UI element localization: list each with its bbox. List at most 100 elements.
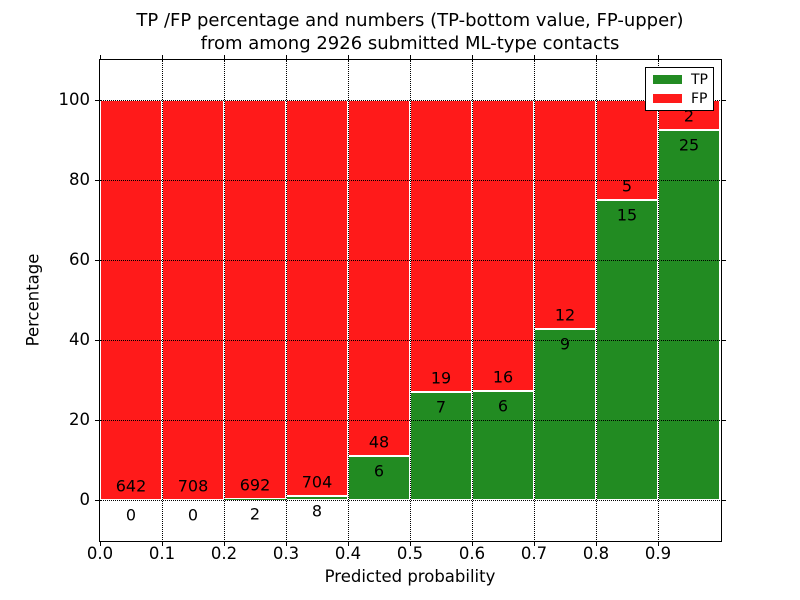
fp-count-label: 642 bbox=[115, 476, 147, 496]
bar-tp-segment bbox=[658, 129, 720, 500]
x-tick-mark bbox=[409, 54, 411, 59]
x-tick-mark bbox=[347, 541, 349, 546]
bar-tp-segment bbox=[596, 200, 658, 500]
y-tick-mark bbox=[721, 419, 726, 421]
x-tick-mark bbox=[223, 541, 225, 546]
y-tick-mark bbox=[721, 99, 726, 101]
bar-tp-segment bbox=[534, 328, 596, 500]
x-tick-mark bbox=[99, 541, 101, 546]
bar-fp-segment bbox=[100, 100, 162, 500]
fp-count-label: 48 bbox=[368, 432, 390, 452]
tp-count-label: 9 bbox=[559, 334, 571, 354]
x-tick-mark bbox=[471, 54, 473, 59]
y-tick-label: 80 bbox=[69, 170, 90, 189]
x-tick-label: 0.9 bbox=[644, 544, 672, 563]
bar-fp-segment bbox=[162, 100, 224, 500]
fp-count-label: 692 bbox=[239, 475, 271, 495]
x-axis-label: Predicted probability bbox=[324, 567, 496, 586]
y-tick-mark bbox=[94, 259, 99, 261]
legend-item-tp: TP bbox=[653, 71, 708, 88]
fp-count-label: 704 bbox=[301, 472, 333, 491]
y-tick-mark bbox=[721, 259, 726, 261]
y-tick-label: 40 bbox=[69, 330, 90, 349]
bar-fp-segment bbox=[596, 100, 658, 200]
horizontal-gridline bbox=[100, 339, 720, 341]
bar-tp-segment bbox=[224, 498, 286, 500]
x-tick-mark bbox=[161, 54, 163, 59]
y-tick-mark bbox=[721, 179, 726, 181]
y-tick-label: 0 bbox=[79, 490, 91, 509]
vertical-gridline bbox=[471, 60, 473, 540]
x-tick-mark bbox=[161, 541, 163, 546]
fp-count-label: 2 bbox=[683, 106, 695, 126]
x-tick-mark bbox=[285, 541, 287, 546]
y-tick-mark bbox=[94, 179, 99, 181]
x-tick-mark bbox=[657, 54, 659, 59]
fp-count-label: 12 bbox=[554, 305, 576, 325]
bar-tp-segment bbox=[348, 455, 410, 500]
bar-fp-segment bbox=[348, 100, 410, 456]
legend-swatch-fp bbox=[653, 94, 682, 103]
tp-count-label: 7 bbox=[435, 397, 447, 417]
x-tick-mark bbox=[409, 541, 411, 546]
chart-title-line2: from among 2926 submitted ML-type contac… bbox=[200, 33, 620, 54]
bar-fp-segment bbox=[224, 100, 286, 499]
x-tick-label: 0.7 bbox=[520, 544, 548, 563]
y-tick-label: 20 bbox=[69, 410, 90, 429]
bar-fp-segment bbox=[286, 100, 348, 496]
tp-count-label: 6 bbox=[373, 461, 385, 481]
x-tick-label: 0.5 bbox=[396, 544, 424, 563]
y-tick-label: 60 bbox=[69, 250, 90, 269]
legend-label: TP bbox=[691, 71, 708, 88]
chart-title: TP /FP percentage and numbers (TP-bottom… bbox=[100, 9, 720, 55]
vertical-gridline bbox=[223, 60, 225, 540]
chart-title-line1: TP /FP percentage and numbers (TP-bottom… bbox=[136, 10, 684, 31]
y-tick-mark bbox=[94, 419, 99, 421]
y-tick-mark bbox=[94, 339, 99, 341]
tp-count-label: 25 bbox=[678, 135, 700, 155]
fp-count-label: 708 bbox=[177, 476, 209, 496]
x-tick-label: 0.6 bbox=[458, 544, 486, 563]
legend-swatch-tp bbox=[653, 75, 682, 84]
x-tick-mark bbox=[657, 541, 659, 546]
tp-count-label: 6 bbox=[497, 396, 509, 416]
legend: TP FP bbox=[645, 67, 714, 111]
tp-count-label: 2 bbox=[249, 504, 261, 524]
y-tick-label: 100 bbox=[58, 90, 91, 109]
y-tick-mark bbox=[721, 499, 726, 501]
vertical-gridline bbox=[595, 60, 597, 540]
vertical-gridline bbox=[285, 60, 287, 540]
fp-count-label: 19 bbox=[430, 368, 452, 388]
x-tick-mark bbox=[99, 54, 101, 59]
horizontal-gridline bbox=[100, 499, 720, 501]
x-tick-mark bbox=[347, 54, 349, 59]
horizontal-gridline bbox=[100, 99, 720, 101]
tp-count-label: 15 bbox=[616, 205, 638, 225]
x-tick-label: 0.8 bbox=[582, 544, 610, 563]
x-tick-label: 0.3 bbox=[272, 544, 300, 563]
horizontal-gridline bbox=[100, 419, 720, 421]
fp-count-label: 16 bbox=[492, 367, 514, 387]
bar-fp-segment bbox=[410, 100, 472, 393]
horizontal-gridline bbox=[100, 179, 720, 181]
x-tick-mark bbox=[285, 54, 287, 59]
x-tick-label: 0.1 bbox=[148, 544, 176, 563]
x-tick-label: 0.4 bbox=[334, 544, 362, 563]
x-tick-mark bbox=[533, 54, 535, 59]
tp-count-label: 8 bbox=[311, 501, 323, 520]
y-tick-mark bbox=[94, 99, 99, 101]
vertical-gridline bbox=[409, 60, 411, 540]
y-tick-mark bbox=[94, 499, 99, 501]
vertical-gridline bbox=[161, 60, 163, 540]
x-tick-label: 0.0 bbox=[86, 544, 114, 563]
x-tick-mark bbox=[595, 541, 597, 546]
bar-tp-segment bbox=[472, 390, 534, 500]
x-tick-mark bbox=[533, 541, 535, 546]
y-axis-label: Percentage bbox=[23, 253, 43, 347]
vertical-gridline bbox=[533, 60, 535, 540]
bar-fp-segment bbox=[472, 100, 534, 391]
x-tick-mark bbox=[595, 54, 597, 59]
x-tick-label: 0.2 bbox=[210, 544, 238, 563]
fp-count-label: 5 bbox=[621, 176, 633, 196]
